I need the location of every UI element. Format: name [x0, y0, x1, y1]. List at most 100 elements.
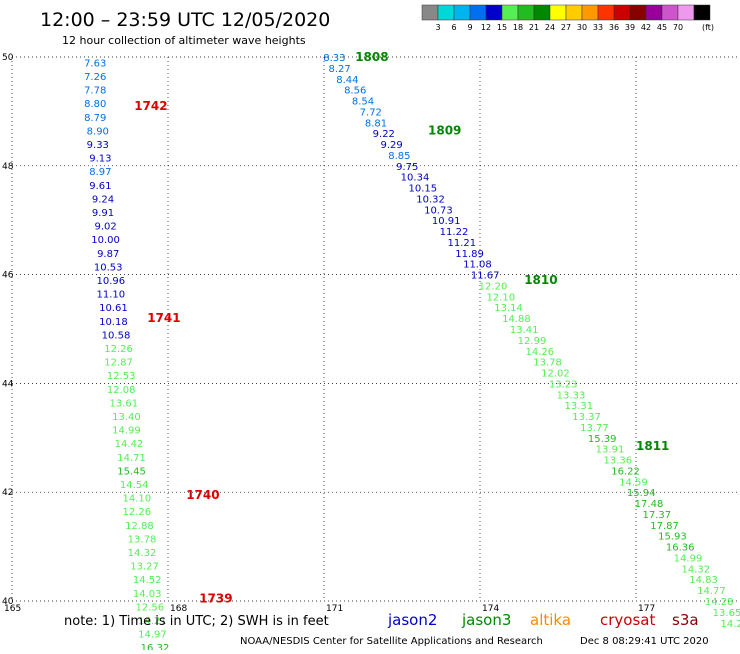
wave-height-label: 12.08 — [107, 385, 136, 396]
wave-height-label: 9.33 — [87, 140, 109, 151]
chart-subtitle: 12 hour collection of altimeter wave hei… — [62, 34, 306, 47]
color-scale-tick: 9 — [467, 23, 472, 32]
wave-height-label: 10.73 — [424, 205, 453, 216]
wave-height-label: 12.20 — [479, 281, 508, 292]
pass-number-label: 1810 — [524, 273, 557, 287]
satellite-name-altika: altika — [530, 611, 571, 629]
pass-number-label: 1809 — [428, 123, 461, 137]
wave-height-label: 10.32 — [416, 194, 445, 205]
wave-height-label: 14.52 — [133, 575, 162, 586]
wave-height-label: 7.72 — [360, 107, 382, 118]
wave-height-label: 7.63 — [84, 58, 106, 69]
wave-height-label: 10.58 — [102, 330, 131, 341]
pass-number-label: 1811 — [636, 439, 669, 453]
wave-height-label: 10.61 — [99, 303, 128, 314]
wave-height-label: 12.99 — [518, 336, 547, 347]
wave-height-label: 13.37 — [572, 412, 601, 423]
x-tick-label: 174 — [482, 604, 499, 614]
wave-height-points: 7.63 7.26 7.78 8.80 8.79 8.90 9.33 9.13 8.97 9.61… — [84, 53, 740, 654]
wave-height-label: 8.79 — [84, 113, 106, 124]
pass-number-label: 1741 — [147, 311, 180, 325]
color-scale-tick: 3 — [435, 23, 440, 32]
y-tick-label: 42 — [2, 488, 13, 498]
wave-height-label: 14.21 — [138, 616, 167, 627]
color-scale-tick: 33 — [593, 23, 603, 32]
color-scale-tick: 18 — [513, 23, 523, 32]
wave-height-label: 9.29 — [380, 140, 402, 151]
wave-height-label: 9.24 — [92, 194, 114, 205]
satellite-legend: jason2 jason3 altika cryosat s3a — [387, 611, 699, 629]
satellite-name-cryosat: cryosat — [600, 611, 655, 629]
wave-height-label: 16.32 — [141, 643, 170, 650]
color-scale-swatch — [469, 4, 487, 21]
color-scale-swatch — [421, 4, 439, 21]
note-text: note: 1) Time is in UTC; 2) SWH is in fe… — [64, 614, 329, 629]
wave-height-label: 13.65 — [713, 608, 740, 619]
wave-height-label: 14.28 — [705, 597, 734, 608]
wave-height-label: 9.75 — [396, 162, 418, 173]
wave-height-label: 13.78 — [533, 358, 562, 369]
x-tick-label: 177 — [638, 604, 655, 614]
wave-height-label: 13.14 — [494, 303, 523, 314]
wave-height-label: 14.54 — [120, 480, 149, 491]
x-tick-label: 171 — [326, 604, 343, 614]
wave-height-label: 11.89 — [455, 249, 484, 260]
wave-height-label: 8.97 — [89, 167, 111, 178]
generated-timestamp: Dec 8 08:29:41 UTC 2020 — [580, 636, 709, 647]
wave-height-label: 14.99 — [112, 426, 141, 437]
wave-height-label: 7.78 — [84, 86, 106, 97]
color-scale-unit: (ft) — [702, 23, 714, 32]
wave-height-label: 12.10 — [486, 292, 515, 303]
color-scale-tick: 15 — [497, 23, 507, 32]
wave-height-label: 14.88 — [502, 314, 531, 325]
wave-height-label: 11.08 — [463, 260, 492, 271]
wave-height-label: 10.00 — [91, 235, 120, 246]
color-scale-legend: 3 6 9 12 15 18 21 24 27 30 33 36 39 42 45 70 (ft) — [421, 4, 714, 32]
color-scale-swatch — [533, 4, 551, 21]
wave-height-label: 14.32 — [681, 564, 710, 575]
wave-height-label: 13.33 — [557, 390, 586, 401]
satellite-name-jason2: jason2 — [387, 611, 437, 629]
color-scale-swatch — [437, 4, 455, 21]
y-tick-label: 48 — [2, 162, 14, 172]
wave-height-label: 14.99 — [674, 553, 703, 564]
wave-height-label: 8.81 — [365, 118, 387, 129]
wave-height-label: 9.61 — [89, 181, 111, 192]
wave-height-label: 14.29 — [720, 619, 740, 630]
wave-height-label: 14.97 — [138, 630, 167, 641]
wave-height-label: 13.61 — [109, 398, 138, 409]
wave-height-label: 10.53 — [94, 262, 123, 273]
color-scale-tick: 24 — [545, 23, 555, 32]
wave-height-label: 12.56 — [135, 602, 164, 613]
wave-height-label: 14.59 — [619, 477, 648, 488]
axis-tick-labels: 165 168 171 174 177 40 42 44 46 48 50 — [2, 53, 655, 614]
wave-height-label: 11.22 — [440, 227, 469, 238]
color-scale-swatch — [453, 4, 471, 21]
chart-grid — [11, 56, 740, 602]
wave-height-label: 8.33 — [323, 53, 345, 64]
color-scale-swatch — [485, 4, 503, 21]
wave-height-label: 8.85 — [388, 151, 410, 162]
wave-height-label: 17.37 — [642, 510, 671, 521]
wave-height-label: 14.42 — [115, 439, 144, 450]
credit-text: NOAA/NESDIS Center for Satellite Applica… — [240, 636, 543, 647]
wave-height-label: 11.67 — [471, 271, 500, 282]
wave-height-label: 13.77 — [580, 423, 609, 434]
y-tick-label: 50 — [2, 53, 14, 63]
wave-height-label: 13.23 — [549, 379, 578, 390]
wave-height-label: 14.83 — [689, 575, 718, 586]
wave-height-label: 8.80 — [84, 99, 106, 110]
wave-height-label: 17.87 — [650, 521, 679, 532]
wave-height-label: 14.77 — [697, 586, 726, 597]
wave-height-label: 16.22 — [611, 466, 640, 477]
wave-height-label: 13.40 — [112, 412, 141, 423]
color-scale-swatch — [693, 4, 711, 21]
color-scale-swatch — [565, 4, 583, 21]
wave-height-label: 12.87 — [104, 358, 133, 369]
wave-height-label: 9.13 — [89, 154, 111, 165]
color-scale-tick: 42 — [641, 23, 651, 32]
wave-height-label: 13.27 — [130, 562, 159, 573]
wave-height-label: 15.93 — [658, 532, 687, 543]
wave-height-label: 10.15 — [408, 184, 437, 195]
wave-height-label: 9.02 — [94, 222, 116, 233]
